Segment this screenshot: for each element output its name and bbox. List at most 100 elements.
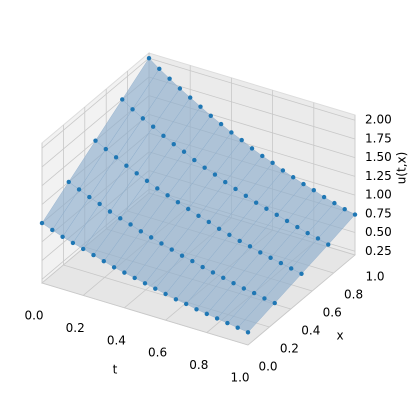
y-tick-label: 0.6 [323, 306, 342, 320]
data-point [249, 146, 255, 151]
y-axis-label: x [336, 329, 343, 343]
data-point [70, 240, 76, 246]
data-point [113, 155, 119, 160]
data-point [146, 56, 152, 61]
data-point [190, 258, 195, 264]
data-point [140, 116, 146, 121]
data-point [184, 301, 189, 307]
data-point [289, 266, 294, 271]
data-point [171, 141, 176, 147]
data-point [144, 178, 150, 184]
data-point [321, 194, 327, 200]
data-point [295, 224, 300, 230]
z-tick-label: 1.50 [365, 150, 392, 164]
data-point [181, 149, 187, 154]
data-point [268, 255, 273, 260]
data-point [274, 212, 279, 218]
data-point [130, 107, 135, 112]
data-point [186, 206, 191, 212]
x-tick-label: 0.6 [148, 346, 167, 360]
data-point [225, 320, 230, 326]
data-point [175, 199, 181, 205]
data-point [161, 133, 166, 139]
data-point [227, 232, 232, 238]
data-point [214, 316, 220, 321]
data-point [138, 229, 144, 234]
data-point [233, 186, 238, 192]
data-point [198, 104, 203, 109]
y-tick-label: 0.4 [301, 324, 320, 338]
x-tick-label: 0.2 [66, 321, 85, 335]
data-point [132, 275, 137, 281]
data-point [103, 146, 109, 152]
data-point [262, 296, 267, 301]
data-point [118, 216, 123, 221]
data-point [192, 157, 197, 163]
data-point [352, 212, 358, 217]
data-point [76, 187, 82, 192]
data-point [111, 265, 117, 270]
data-point [305, 230, 310, 236]
z-tick-label: 2.00 [365, 113, 392, 127]
data-point [251, 290, 257, 296]
data-point [216, 226, 222, 231]
data-point [208, 113, 213, 118]
data-point [97, 201, 102, 207]
data-point [202, 165, 207, 170]
data-point [173, 297, 179, 302]
data-point [342, 207, 347, 212]
z-tick-label: 1.00 [365, 188, 392, 202]
data-point [91, 252, 96, 258]
z-axis-label: u(t,x) [395, 152, 409, 185]
data-point [120, 97, 125, 102]
data-point [284, 218, 290, 224]
data-point [155, 186, 160, 191]
data-point [280, 168, 286, 173]
data-point [221, 275, 226, 281]
data-point [272, 300, 277, 306]
data-point [301, 181, 306, 187]
data-point [122, 270, 127, 275]
data-point [229, 130, 234, 135]
data-point [245, 330, 251, 335]
z-tick-label: 0.75 [365, 206, 392, 220]
y-tick-label: 0.8 [344, 288, 363, 302]
data-point [243, 193, 249, 199]
data-point [163, 291, 168, 297]
data-point [253, 200, 259, 205]
data-point [60, 234, 65, 239]
data-point [157, 66, 162, 72]
data-point [270, 160, 275, 166]
z-tick-label: 1.75 [365, 131, 392, 145]
data-point [150, 124, 156, 129]
data-point [231, 280, 236, 286]
grid-line [247, 254, 356, 346]
data-point [101, 258, 107, 264]
y-tick-label: 0.2 [280, 342, 299, 356]
x-tick-label: 0.4 [107, 333, 126, 347]
data-point [153, 286, 158, 291]
points [39, 56, 358, 335]
data-point [188, 95, 193, 100]
data-point [142, 281, 148, 286]
grid-line [148, 57, 356, 121]
data-point [194, 307, 199, 312]
data-point [260, 153, 265, 159]
data-point [81, 246, 86, 252]
data-point [291, 175, 296, 180]
data-point [200, 264, 205, 270]
data-point [107, 209, 113, 214]
data-point [332, 200, 337, 206]
data-point [179, 253, 185, 258]
x-tick-label: 1.0 [230, 371, 249, 385]
grid-line [41, 57, 150, 149]
data-point [169, 247, 174, 252]
data-point [134, 171, 139, 176]
data-point [39, 220, 45, 226]
data-point [258, 250, 263, 255]
data-point [223, 179, 228, 185]
y-tick-label: 0.0 [258, 360, 277, 374]
z-tick-label: 1.25 [365, 169, 392, 183]
